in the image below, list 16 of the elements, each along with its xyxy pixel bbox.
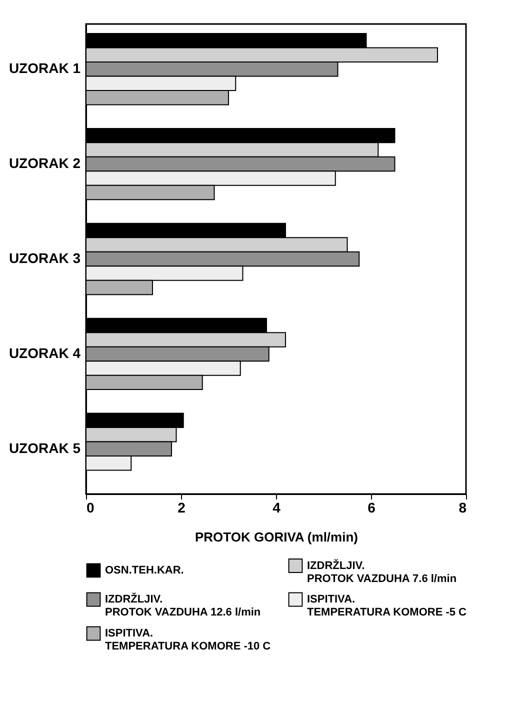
y-tick-label: UZORAK 1	[8, 60, 81, 76]
y-tick-label: UZORAK 2	[8, 155, 81, 172]
legend-label: IZDRŽLJIV. PROTOK VAZDUHA 7.6 l/min	[307, 558, 457, 585]
x-tick-label: 0	[86, 500, 94, 516]
x-axis-title: PROTOK GORIVA (ml/min)	[195, 530, 358, 544]
legend-label: IZDRŽLJIV. PROTOK VAZDUHA 12.6 l/min	[105, 592, 261, 618]
legend-label: OSN.TEH.KAR.	[105, 564, 184, 576]
y-tick-label: UZORAK 3	[8, 250, 81, 266]
legend-label: ISPITIVA. TEMPERATURA KOMORE -5 C	[307, 594, 467, 618]
x-tick-label: 2	[178, 500, 186, 516]
x-tick-label: 4	[272, 500, 281, 516]
x-tick-label: 6	[368, 500, 376, 516]
y-tick-label: UZORAK 4	[8, 344, 81, 361]
legend-label: ISPITIVA. TEMPERATURA KOMORE -10 C	[105, 628, 271, 652]
x-tick-label: 8	[458, 500, 467, 516]
y-tick-label: UZORAK 5	[8, 440, 81, 456]
